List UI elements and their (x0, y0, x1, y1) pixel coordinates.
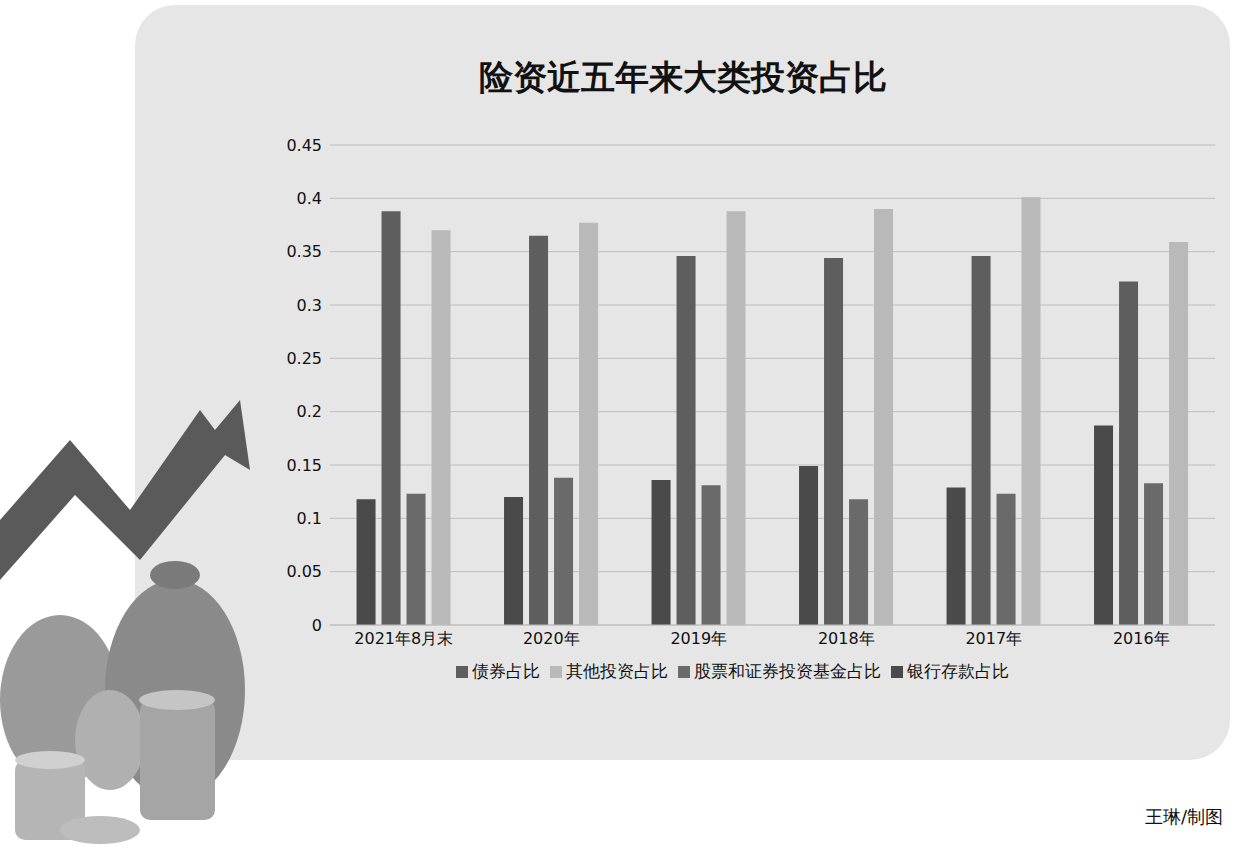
svg-text:0.2: 0.2 (297, 402, 322, 421)
svg-text:2021年8月末: 2021年8月末 (354, 629, 453, 648)
svg-text:0: 0 (312, 616, 322, 635)
svg-text:0.15: 0.15 (286, 456, 322, 475)
html-text:险资近五年来大类投资占比: 险资近五年来大类投资占比 (478, 57, 887, 97)
html-text:王琳/制图: 王琳/制图 (1144, 806, 1223, 827)
svg-text:2020年: 2020年 (523, 629, 580, 648)
svg-text:0.45: 0.45 (286, 136, 322, 155)
html-text:债券占比: 债券占比 (472, 661, 540, 681)
svg-text:2018年: 2018年 (818, 629, 875, 648)
svg-text:2019年: 2019年 (670, 629, 727, 648)
svg-text:0.05: 0.05 (286, 562, 322, 581)
svg-text:0.25: 0.25 (286, 349, 322, 368)
html-text:其他投资占比: 其他投资占比 (566, 661, 668, 681)
html-text:银行存款占比: 银行存款占比 (907, 661, 1009, 681)
html-text:股票和证券投资基金占比: 股票和证券投资基金占比 (694, 661, 881, 681)
svg-text:0.3: 0.3 (297, 296, 322, 315)
svg-text:0.1: 0.1 (297, 509, 322, 528)
svg-text:2016年: 2016年 (1113, 629, 1170, 648)
svg-text:2017年: 2017年 (965, 629, 1022, 648)
svg-text:0.35: 0.35 (286, 242, 322, 261)
svg-text:0.4: 0.4 (297, 189, 322, 208)
